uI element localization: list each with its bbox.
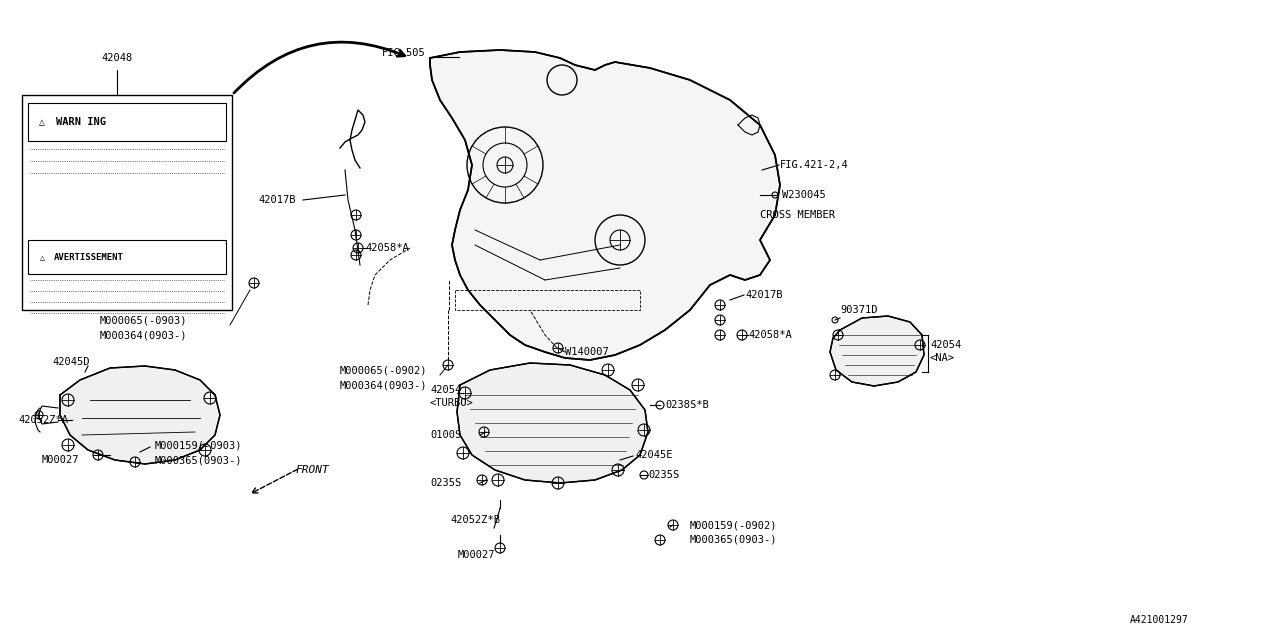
Bar xyxy=(22,95,232,310)
Text: M000364(0903-): M000364(0903-) xyxy=(100,330,187,340)
Bar xyxy=(28,240,227,274)
Text: 0100S: 0100S xyxy=(430,430,461,440)
Text: M00027: M00027 xyxy=(42,455,79,465)
Text: <TURBO>: <TURBO> xyxy=(430,398,474,408)
Text: M000159(-0902): M000159(-0902) xyxy=(690,520,777,530)
Text: 42058*A: 42058*A xyxy=(748,330,792,340)
Text: M000364(0903-): M000364(0903-) xyxy=(340,380,428,390)
Text: W140007: W140007 xyxy=(564,347,609,357)
Polygon shape xyxy=(60,366,220,464)
Text: 42052Z*B: 42052Z*B xyxy=(451,515,500,525)
Text: A421001297: A421001297 xyxy=(1130,615,1189,625)
Text: 0235S: 0235S xyxy=(648,470,680,480)
Polygon shape xyxy=(829,316,924,386)
Text: AVERTISSEMENT: AVERTISSEMENT xyxy=(54,253,124,262)
Text: CROSS MEMBER: CROSS MEMBER xyxy=(760,210,835,220)
Text: M000365(0903-): M000365(0903-) xyxy=(155,455,242,465)
FancyArrowPatch shape xyxy=(234,42,404,93)
Text: WARN ING: WARN ING xyxy=(56,117,106,127)
Text: W230045: W230045 xyxy=(782,190,826,200)
Text: FRONT: FRONT xyxy=(294,465,329,475)
Text: FIG.421-2,4: FIG.421-2,4 xyxy=(780,160,849,170)
Text: M000065(-0903): M000065(-0903) xyxy=(100,315,187,325)
Bar xyxy=(28,103,227,141)
Text: 90371D: 90371D xyxy=(840,305,878,315)
Text: M000065(-0902): M000065(-0902) xyxy=(340,365,428,375)
Text: FIG.505: FIG.505 xyxy=(381,48,426,58)
Text: 42054: 42054 xyxy=(931,340,961,350)
Text: M00027: M00027 xyxy=(458,550,495,560)
Text: 42052Z*A: 42052Z*A xyxy=(18,415,68,425)
Text: △: △ xyxy=(40,253,45,262)
Polygon shape xyxy=(430,50,780,360)
Text: 42048: 42048 xyxy=(101,53,133,63)
Text: △: △ xyxy=(40,117,45,127)
Text: 42017B: 42017B xyxy=(745,290,782,300)
Text: 0235S: 0235S xyxy=(430,478,461,488)
Text: <NA>: <NA> xyxy=(931,353,955,363)
Text: 42045D: 42045D xyxy=(52,357,90,367)
Text: M000365(0903-): M000365(0903-) xyxy=(690,535,777,545)
Text: 42054: 42054 xyxy=(430,385,461,395)
Text: M000159(-0903): M000159(-0903) xyxy=(155,440,242,450)
Text: 42058*A: 42058*A xyxy=(365,243,408,253)
Text: 42045E: 42045E xyxy=(635,450,672,460)
Text: 42017B: 42017B xyxy=(259,195,296,205)
Text: 0238S*B: 0238S*B xyxy=(666,400,709,410)
Polygon shape xyxy=(457,363,648,483)
